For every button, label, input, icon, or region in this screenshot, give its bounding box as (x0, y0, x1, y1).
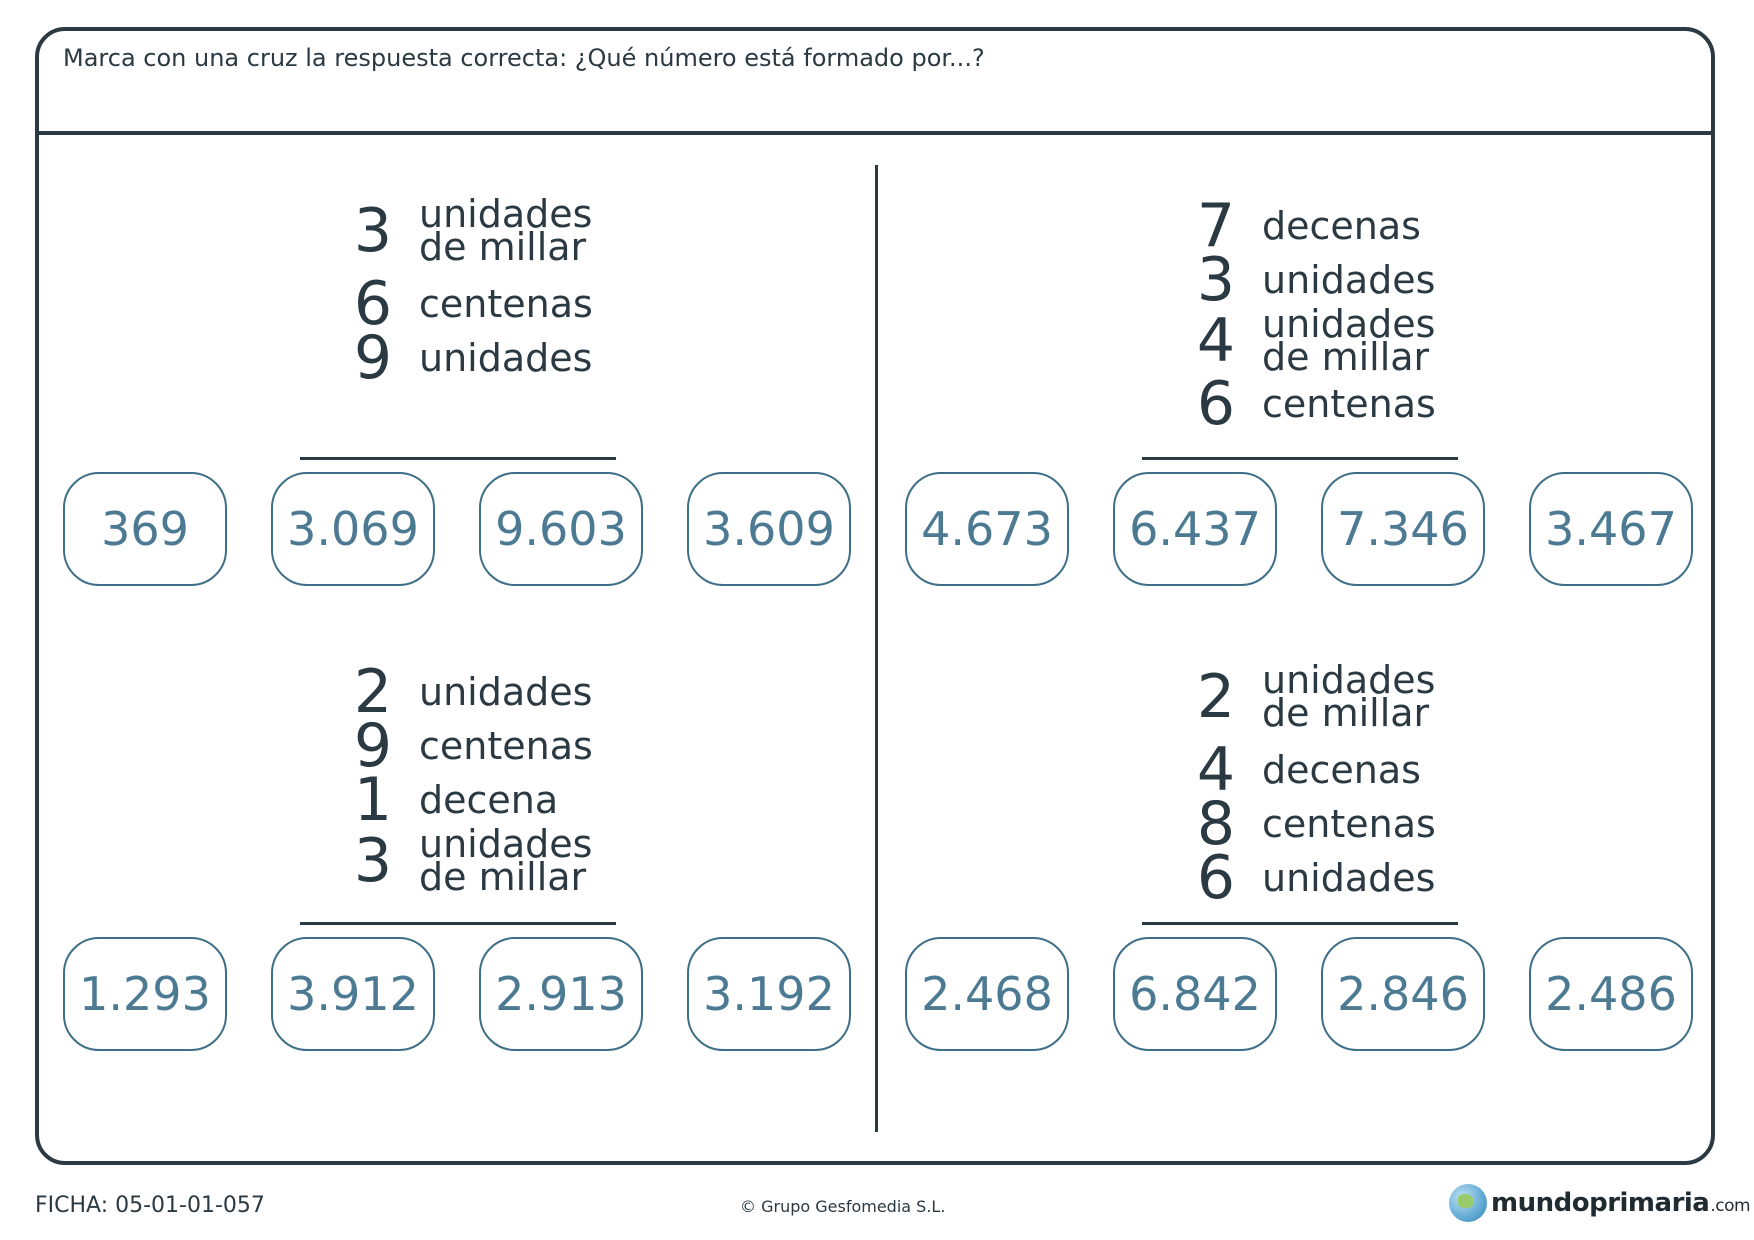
place-label: centenas (1262, 801, 1436, 846)
logo-name: mundoprimaria.com (1491, 1188, 1751, 1218)
digit: 6 (353, 269, 393, 339)
digit: 6 (1196, 843, 1236, 913)
answer-rule (300, 922, 616, 925)
header-divider (35, 131, 1715, 135)
answer-option[interactable]: 2.913 (479, 937, 643, 1051)
digit: 3 (353, 196, 393, 266)
answer-option[interactable]: 3.609 (687, 472, 851, 586)
digit: 7 (1196, 191, 1236, 261)
digit: 2 (1196, 662, 1236, 732)
digit: 3 (1196, 245, 1236, 315)
answer-option[interactable]: 2.846 (1321, 937, 1485, 1051)
logo-domain: .com (1710, 1196, 1751, 1216)
vertical-divider (875, 165, 878, 1132)
place-label: centenas (419, 281, 593, 326)
answer-option[interactable]: 1.293 (63, 937, 227, 1051)
place-label: unidades de millar (419, 192, 593, 269)
answer-option[interactable]: 3.467 (1529, 472, 1693, 586)
answer-option[interactable]: 2.468 (905, 937, 1069, 1051)
problem-item: 2 unidades de millar (1186, 658, 1436, 735)
answer-option[interactable]: 4.673 (905, 472, 1069, 586)
problem-item: 4 unidades de millar (1186, 302, 1436, 379)
answer-option[interactable]: 6.842 (1113, 937, 1277, 1051)
problem-item: 1 decena (343, 765, 593, 835)
answer-option[interactable]: 3.192 (687, 937, 851, 1051)
answer-option[interactable]: 3.069 (271, 472, 435, 586)
problem-item: 3 unidades de millar (343, 822, 593, 899)
problem-item: 6 centenas (343, 269, 593, 339)
worksheet-code: FICHA: 05-01-01-057 (35, 1193, 265, 1218)
place-label: decenas (1262, 203, 1421, 248)
digit: 3 (353, 826, 393, 896)
problem-item: 3 unidades de millar (343, 192, 593, 269)
digit: 2 (353, 657, 393, 727)
place-label: unidades de millar (1262, 658, 1436, 735)
problem-item: 9 unidades (343, 323, 593, 393)
place-label: decenas (1262, 747, 1421, 792)
digit: 1 (353, 765, 393, 835)
digit: 9 (353, 711, 393, 781)
place-label: unidades (419, 669, 593, 714)
digit: 4 (1196, 735, 1236, 805)
problem-item: 3 unidades (1186, 245, 1436, 315)
digit: 4 (1196, 306, 1236, 376)
place-label: decena (419, 777, 559, 822)
problem-3: 2 unidades 9 centenas 1 decena 3 unidade… (343, 657, 593, 899)
place-label: unidades de millar (1262, 302, 1436, 379)
place-label: centenas (1262, 381, 1436, 426)
digit: 8 (1196, 789, 1236, 859)
place-label: unidades (1262, 855, 1436, 900)
place-label: centenas (419, 723, 593, 768)
digit: 6 (1196, 369, 1236, 439)
answer-option[interactable]: 3.912 (271, 937, 435, 1051)
answer-option[interactable]: 6.437 (1113, 472, 1277, 586)
logo-name-text: mundoprimaria (1491, 1188, 1710, 1218)
problem-1: 3 unidades de millar 6 centenas 9 unidad… (343, 192, 593, 393)
problem-item: 7 decenas (1186, 191, 1436, 261)
answer-option[interactable]: 369 (63, 472, 227, 586)
problem-item: 6 unidades (1186, 843, 1436, 913)
answer-rule (300, 457, 616, 460)
mundoprimaria-logo[interactable]: mundoprimaria.com (1449, 1184, 1751, 1222)
problem-item: 8 centenas (1186, 789, 1436, 859)
problem-item: 4 decenas (1186, 735, 1436, 805)
place-label: unidades (419, 335, 593, 380)
digit: 9 (353, 323, 393, 393)
answer-rule (1142, 457, 1458, 460)
problem-item: 9 centenas (343, 711, 593, 781)
place-label: unidades de millar (419, 822, 593, 899)
copyright-text: © Grupo Gesfomedia S.L. (740, 1197, 946, 1216)
worksheet-frame (35, 27, 1715, 1165)
globe-icon (1449, 1184, 1487, 1222)
place-label: unidades (1262, 257, 1436, 302)
answer-rule (1142, 922, 1458, 925)
problem-4: 2 unidades de millar 4 decenas 8 centena… (1186, 658, 1436, 913)
answer-option[interactable]: 9.603 (479, 472, 643, 586)
problem-2: 7 decenas 3 unidades 4 unidades de milla… (1186, 191, 1436, 439)
answer-option[interactable]: 7.346 (1321, 472, 1485, 586)
instruction-text: Marca con una cruz la respuesta correcta… (63, 44, 985, 72)
problem-item: 6 centenas (1186, 369, 1436, 439)
answer-option[interactable]: 2.486 (1529, 937, 1693, 1051)
problem-item: 2 unidades (343, 657, 593, 727)
